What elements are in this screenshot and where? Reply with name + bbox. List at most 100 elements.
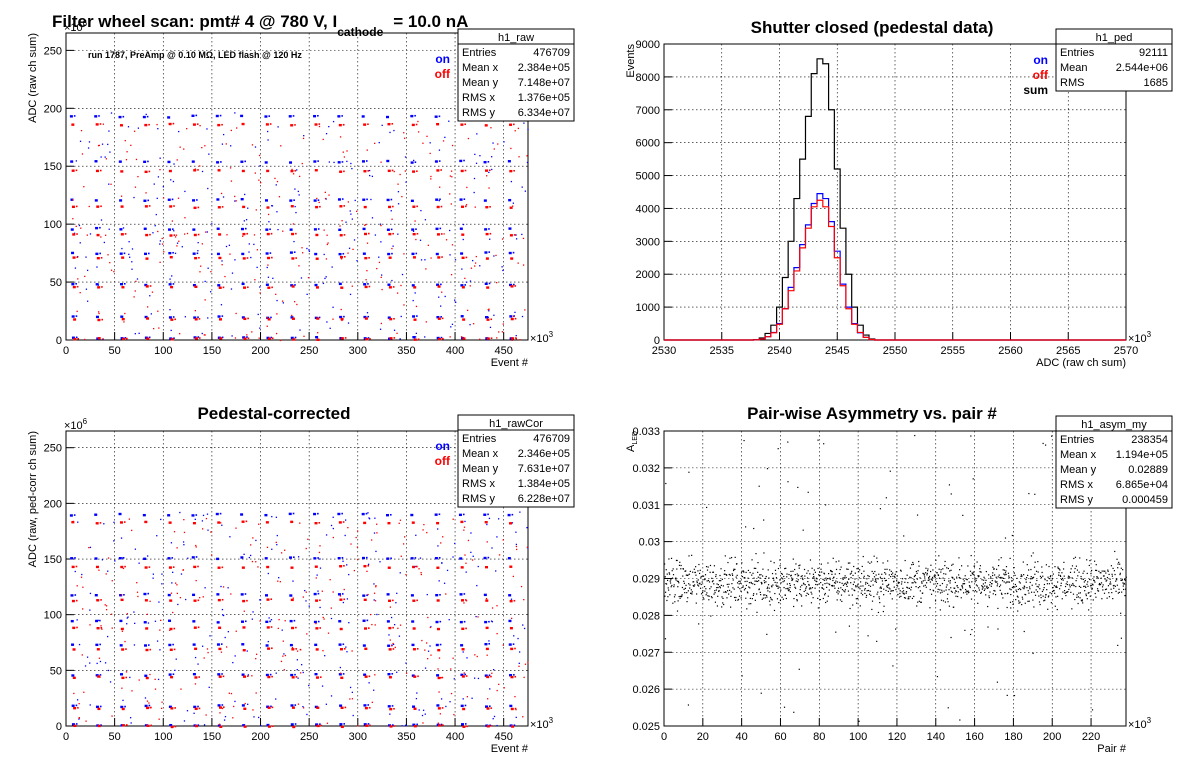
- data-point: [962, 592, 965, 594]
- data-point: [1113, 570, 1115, 572]
- data-point: [916, 578, 918, 580]
- data-point-on: [162, 186, 165, 188]
- data-point-off: [397, 183, 399, 185]
- data-point: [695, 574, 697, 576]
- data-point-off: [97, 311, 100, 313]
- data-point-off: [417, 131, 420, 133]
- data-point: [674, 594, 676, 596]
- data-point: [952, 563, 954, 565]
- data-point-off: [276, 180, 279, 183]
- data-point-off: [430, 178, 432, 180]
- data-point: [934, 600, 937, 602]
- data-point-on: [128, 253, 130, 256]
- data-point-on: [88, 141, 91, 143]
- data-point: [921, 581, 923, 583]
- data-point: [794, 573, 796, 576]
- data-point-off: [449, 193, 451, 195]
- data-mark-off: [169, 599, 173, 602]
- data-point-on: [154, 225, 156, 227]
- data-point-on: [207, 317, 209, 319]
- data-point-off: [415, 305, 418, 308]
- data-point: [997, 607, 999, 610]
- data-mark-off: [367, 123, 369, 126]
- data-point-off: [110, 269, 113, 271]
- data-point-on: [330, 524, 333, 527]
- data-point: [830, 570, 832, 572]
- data-point: [811, 587, 814, 589]
- data-point-off: [255, 657, 257, 660]
- data-point: [666, 579, 669, 582]
- data-point: [1093, 580, 1095, 582]
- data-point-off: [396, 292, 399, 294]
- data-point-off: [424, 649, 426, 651]
- data-point: [934, 574, 936, 576]
- data-point: [1086, 559, 1088, 561]
- data-point: [677, 600, 679, 602]
- data-point-on: [267, 139, 269, 141]
- data-point: [1022, 587, 1024, 589]
- x-tick-label: 350: [397, 731, 415, 743]
- data-mark-on: [513, 724, 516, 726]
- data-point-off: [110, 613, 113, 615]
- data-point: [1123, 588, 1125, 591]
- data-point-on: [521, 233, 523, 236]
- data-point: [711, 581, 714, 583]
- data-point: [787, 481, 789, 483]
- data-point: [1007, 581, 1009, 583]
- data-point-off: [107, 557, 110, 559]
- data-point-off: [522, 716, 524, 718]
- data-point-on: [454, 299, 456, 301]
- data-point: [969, 570, 972, 572]
- data-point-on: [415, 565, 417, 568]
- data-mark-off: [241, 122, 245, 126]
- data-point: [753, 567, 755, 569]
- data-mark-on: [361, 160, 365, 163]
- data-point: [914, 581, 916, 583]
- x-tick-label: 400: [446, 731, 464, 743]
- data-point: [887, 584, 889, 587]
- data-mark-off: [170, 285, 174, 289]
- data-point: [961, 584, 963, 587]
- data-point: [885, 573, 887, 575]
- data-mark-off: [242, 257, 246, 260]
- data-point: [1027, 569, 1030, 571]
- data-point-off: [324, 191, 326, 193]
- data-mark-on: [439, 620, 442, 623]
- data-mark-off: [170, 707, 174, 710]
- data-point: [684, 587, 686, 589]
- data-point: [977, 576, 980, 578]
- data-point-on: [325, 276, 327, 278]
- data-point: [1040, 594, 1042, 596]
- data-point-on: [79, 140, 82, 142]
- data-mark-off: [340, 317, 344, 321]
- data-mark-off: [510, 647, 514, 651]
- data-point-off: [452, 518, 454, 520]
- data-mark-on: [440, 283, 442, 286]
- data-point: [1039, 575, 1042, 577]
- data-point: [1120, 567, 1122, 569]
- data-point-on: [127, 616, 129, 618]
- data-point: [939, 584, 941, 587]
- data-point: [934, 577, 936, 579]
- data-point-on: [397, 191, 400, 193]
- data-point: [897, 593, 899, 596]
- data-point-off: [326, 234, 328, 236]
- data-point-off: [517, 127, 520, 130]
- data-mark-off: [315, 627, 319, 630]
- data-point-on: [156, 197, 158, 199]
- data-mark-off: [514, 647, 516, 650]
- data-mark-on: [339, 315, 343, 319]
- data-point-off: [291, 168, 293, 171]
- data-point-off: [356, 546, 359, 548]
- data-point: [1104, 578, 1106, 580]
- data-point-on: [526, 161, 529, 164]
- data-point-off: [234, 337, 237, 339]
- data-point: [950, 587, 952, 589]
- data-point: [902, 590, 905, 592]
- data-mark-on: [414, 114, 416, 117]
- data-point-off: [342, 151, 344, 153]
- data-point: [670, 586, 672, 588]
- data-point-off: [80, 129, 83, 132]
- data-mark-off: [76, 626, 78, 629]
- data-point: [762, 575, 764, 577]
